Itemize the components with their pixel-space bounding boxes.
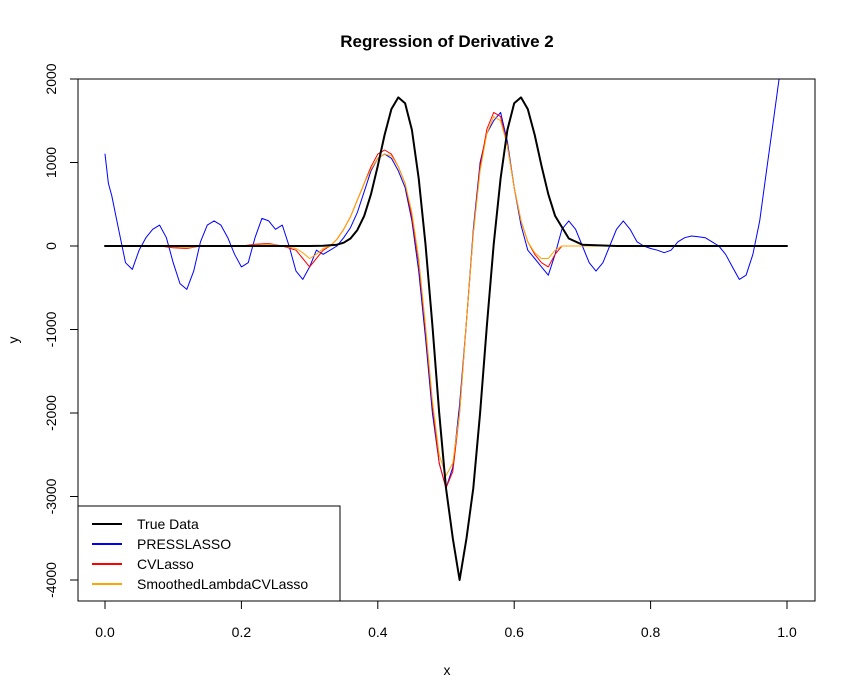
y-tick-label: -4000 (43, 562, 59, 598)
y-tick-label: 1000 (43, 147, 59, 178)
y-tick-label: 0 (43, 242, 59, 250)
chart-title: Regression of Derivative 2 (340, 32, 554, 51)
x-tick-label: 0.6 (504, 624, 524, 640)
series-line-smoothedlambdacvlasso (104, 116, 788, 477)
x-axis-label: x (444, 662, 451, 678)
legend-label: CVLasso (137, 556, 194, 572)
x-tick-label: 0.2 (232, 624, 252, 640)
x-tick-label: 0.8 (641, 624, 661, 640)
series-line-presslasso (104, 79, 780, 489)
x-tick-label: 1.0 (777, 624, 797, 640)
legend-label: True Data (137, 516, 199, 532)
x-tick-label: 0.4 (368, 624, 388, 640)
series-line-true data (104, 96, 788, 581)
y-tick-label: -1000 (43, 311, 59, 347)
y-tick-label: -2000 (43, 395, 59, 431)
series-line-cvlasso (104, 111, 788, 489)
y-tick-label: 2000 (43, 63, 59, 94)
y-axis-label: y (5, 337, 21, 344)
legend: True Data PRESSLASSO CVLasso SmoothedLambda… (77, 505, 341, 602)
series-layer (104, 79, 788, 581)
legend-box (77, 505, 341, 602)
legend-label: PRESSLASSO (137, 536, 231, 552)
x-tick-label: 0.0 (95, 624, 115, 640)
legend-label: SmoothedLambdaCVLasso (137, 576, 308, 592)
y-tick-label: -3000 (43, 478, 59, 514)
y-axis: -4000 -3000 -2000 -1000 0 1000 2000 (43, 63, 79, 598)
x-axis: 0.0 0.2 0.4 0.6 0.8 1.0 (95, 600, 797, 640)
